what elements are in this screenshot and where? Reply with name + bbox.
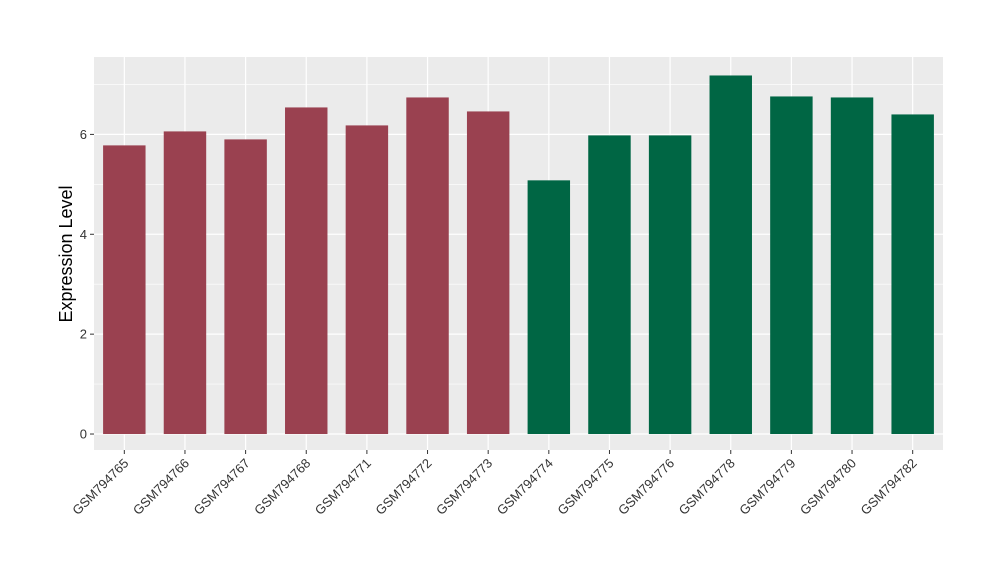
x-tick-label: GSM794771: [312, 456, 374, 518]
bar: [709, 75, 752, 435]
bar: [163, 131, 207, 435]
x-tick-label: GSM794772: [372, 456, 434, 518]
x-tick-label: GSM794776: [615, 456, 677, 518]
x-tick-label: GSM794767: [191, 456, 253, 518]
x-tick-label: GSM794780: [797, 456, 859, 518]
x-tick-label: GSM794774: [494, 456, 556, 518]
x-tick-label: GSM794778: [676, 456, 738, 518]
bar: [224, 139, 267, 435]
bar: [103, 145, 146, 435]
y-tick-label: 0: [80, 427, 87, 442]
plot-panel: [94, 57, 943, 450]
y-tick-label: 4: [80, 227, 87, 242]
y-axis: 0 2 4 6: [80, 127, 94, 442]
x-tick-label: GSM794765: [69, 456, 131, 518]
bar: [466, 111, 510, 435]
x-tick-label: GSM794768: [251, 456, 313, 518]
bar: [891, 114, 934, 435]
y-axis-title: Expression Level: [56, 185, 76, 322]
bar: [588, 135, 631, 435]
bar: [285, 107, 328, 435]
x-tick-label: GSM794766: [130, 456, 192, 518]
y-tick-label: 2: [80, 327, 87, 342]
x-tick-label: GSM794782: [858, 456, 920, 518]
x-tick-label: GSM794775: [554, 456, 616, 518]
bar: [770, 96, 813, 435]
bar: [406, 97, 449, 435]
x-tick-label: GSM794773: [433, 456, 495, 518]
bar: [830, 97, 874, 435]
bar: [345, 125, 389, 435]
bars: [103, 75, 934, 435]
x-axis: GSM794765GSM794766GSM794767GSM794768GSM7…: [69, 450, 920, 518]
x-tick-label: GSM794779: [736, 456, 798, 518]
bar: [648, 135, 692, 435]
y-tick-label: 6: [80, 127, 87, 142]
bar: [527, 180, 571, 435]
